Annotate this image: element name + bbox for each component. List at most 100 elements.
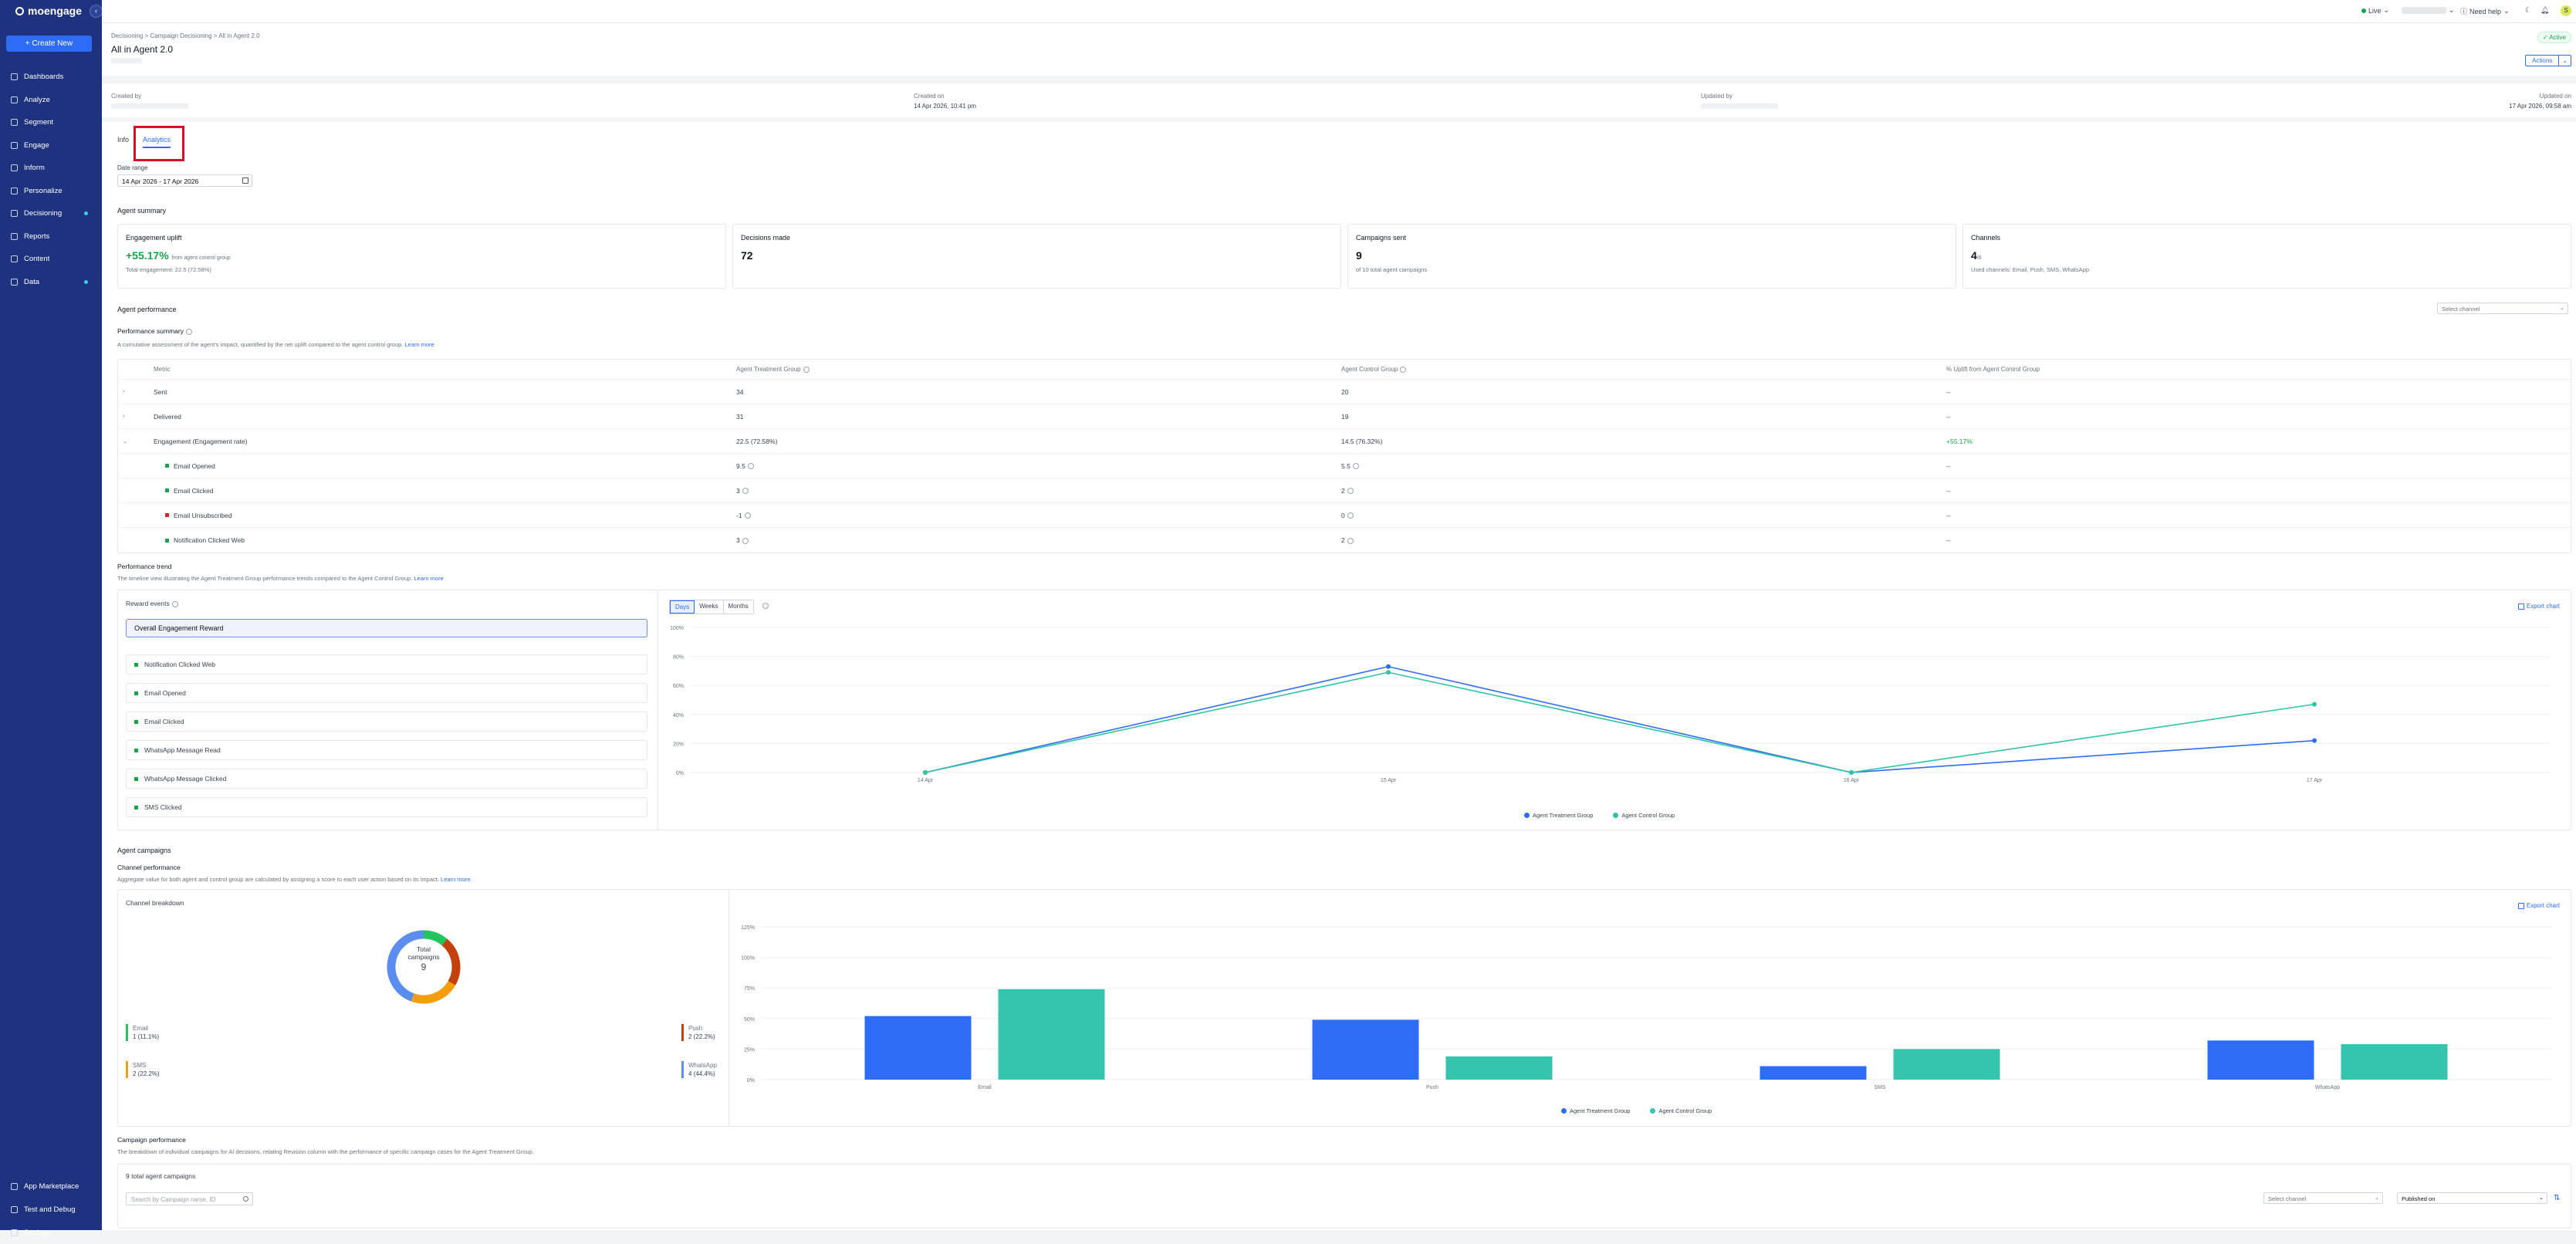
tab-analytics[interactable]: Analytics [143,136,171,148]
brand-name: moengage [28,5,83,17]
collapse-sidebar-button[interactable]: ‹ [90,5,103,18]
info-icon[interactable] [1347,488,1354,495]
notifications-button[interactable]: 🔔︎ [2541,6,2549,15]
table-row[interactable]: ⌄ Engagement (Engagement rate) 22.5 (72.… [118,429,2571,454]
export-chart-button[interactable]: Export chart [2517,902,2560,909]
select-channel-dropdown[interactable]: Select channel ⌄ [2437,303,2568,314]
create-new-button[interactable]: + Create New [6,35,92,52]
card-subtext: of 10 total agent campaigns [1356,266,1428,273]
performance-summary-label: Performance summary [117,327,184,335]
date-range-input[interactable]: 14 Apr 2026 - 17 Apr 2026 [117,174,252,187]
legend-treatment[interactable]: Agent Treatment Group [1524,812,1593,819]
filter-icon[interactable]: ⇅ [2554,1194,2561,1202]
collapse-icon[interactable]: ⌄ [123,438,127,445]
export-label: Export chart [2526,902,2560,909]
tab-info[interactable]: Info [117,136,130,144]
reward-item[interactable]: WhatsApp Message Clicked [126,769,647,789]
sidebar-item-decisioning[interactable]: Decisioning [0,202,102,225]
reward-item[interactable]: Email Clicked [126,712,647,732]
total-campaigns-label: 9 total agent campaigns [126,1172,196,1180]
actions-label: Actions [2532,57,2553,64]
treatment-cell: -1 [736,512,1341,519]
learn-more-link[interactable]: Learn more [441,876,471,883]
sidebar-item-engage[interactable]: Engage [0,134,102,157]
table-row[interactable]: › Delivered 31 19 -- [118,404,2571,429]
uplift-cell: -- [1946,536,1951,544]
metric-cell: Sent [154,387,167,396]
workspace-switch[interactable]: ⌄ [2402,6,2455,15]
export-chart-button[interactable]: Export chart [2517,603,2560,610]
info-icon[interactable] [185,328,192,335]
campaign-search-input[interactable]: Search by Campaign name, ID [126,1192,253,1205]
user-avatar[interactable]: S [2561,5,2571,16]
performance-trend-panel: Reward events Overall Engagement Reward … [117,590,2571,830]
learn-more-link[interactable]: Learn more [404,341,434,348]
data-point [1386,670,1391,675]
info-icon[interactable] [762,603,769,609]
sidebar-item-content[interactable]: Content [0,248,102,271]
sidebar-item-reports[interactable]: Reports [0,225,102,248]
sidebar-item-label: Reports [24,232,50,241]
content-icon [11,255,18,263]
info-icon[interactable] [1347,537,1354,544]
expand-icon[interactable]: › [123,389,125,394]
chevron-down-icon[interactable]: ⌄ [2558,56,2571,66]
chevron-down-icon: ⌄ [2539,1195,2544,1201]
moon-icon: ☾ [2525,6,2532,14]
legend-label: Agent Treatment Group [1533,812,1594,819]
granularity-toggle: Days Weeks Months [669,600,754,614]
sidebar-item-analyze[interactable]: Analyze [0,89,102,112]
reward-item-selected[interactable]: Overall Engagement Reward [126,619,647,637]
info-icon[interactable] [1400,366,1407,373]
learn-more-link[interactable]: Learn more [414,575,444,582]
sidebar-item-label: Inform [24,164,45,173]
sidebar-item-app-marketplace[interactable]: App Marketplace [0,1175,102,1198]
breadcrumb[interactable]: Decisioning > Campaign Decisioning > All… [111,32,260,39]
sidebar-item-inform[interactable]: Inform [0,157,102,180]
legend-treatment[interactable]: Agent Treatment Group [1561,1107,1630,1114]
info-icon[interactable] [747,463,754,470]
sidebar-item-segment[interactable]: Segment [0,111,102,134]
control-value: 5.5 [1341,461,1351,470]
granularity-days[interactable]: Days [670,600,695,614]
treatment-cell: 3 [736,487,1341,495]
reward-item[interactable]: WhatsApp Message Read [126,740,647,760]
control-value: 2 [1341,486,1345,495]
granularity-weeks[interactable]: Weeks [695,600,724,614]
uplift-cell: -- [1946,461,1951,470]
expand-icon[interactable]: › [123,414,125,419]
sidebar-item-settings[interactable]: Settings [0,1221,102,1244]
granularity-months[interactable]: Months [728,603,749,610]
sidebar-item-dashboards[interactable]: Dashboards [0,66,102,89]
actions-button[interactable]: Actions ⌄ [2525,55,2571,66]
info-icon[interactable] [742,488,749,495]
info-icon[interactable] [742,537,749,544]
info-icon[interactable] [803,366,810,373]
info-icon[interactable] [171,600,178,607]
agent-performance-title: Agent performance [117,306,177,313]
reward-item[interactable]: Email Opened [126,683,647,703]
theme-toggle[interactable]: ☾ [2525,6,2531,15]
date-range-value: 14 Apr 2026 - 17 Apr 2026 [122,177,199,185]
help-menu[interactable]: ⓘ Need help ⌄ [2460,6,2510,16]
info-icon[interactable] [1352,463,1359,470]
reward-item[interactable]: Notification Clicked Web [126,654,647,674]
sort-dropdown[interactable]: Published on ⌄ [2397,1192,2547,1204]
select-channel-placeholder: Select channel [2268,1195,2307,1202]
environment-switch[interactable]: Live ⌄ [2361,6,2389,15]
reward-item[interactable]: SMS Clicked [126,797,647,817]
legend-control[interactable]: Agent Control Group [1613,812,1675,819]
created-on-value: 14 Apr 2026, 10:41 pm [914,103,976,110]
info-icon[interactable] [744,512,751,519]
treatment-value: 9.5 [736,461,745,470]
y-tick-label: 75% [744,986,755,992]
legend-control[interactable]: Agent Control Group [1650,1107,1712,1114]
sidebar-item-data[interactable]: Data [0,271,102,294]
brand-logo[interactable]: moengage [15,5,82,17]
treatment-cell: 31 [736,412,744,421]
campaign-select-channel-dropdown[interactable]: Select channel ⌄ [2263,1192,2383,1204]
sidebar-item-test-debug[interactable]: Test and Debug [0,1198,102,1221]
table-row[interactable]: › Sent 34 20 -- [118,380,2571,404]
info-icon[interactable] [1347,512,1354,519]
sidebar-item-personalize[interactable]: Personalize [0,180,102,203]
